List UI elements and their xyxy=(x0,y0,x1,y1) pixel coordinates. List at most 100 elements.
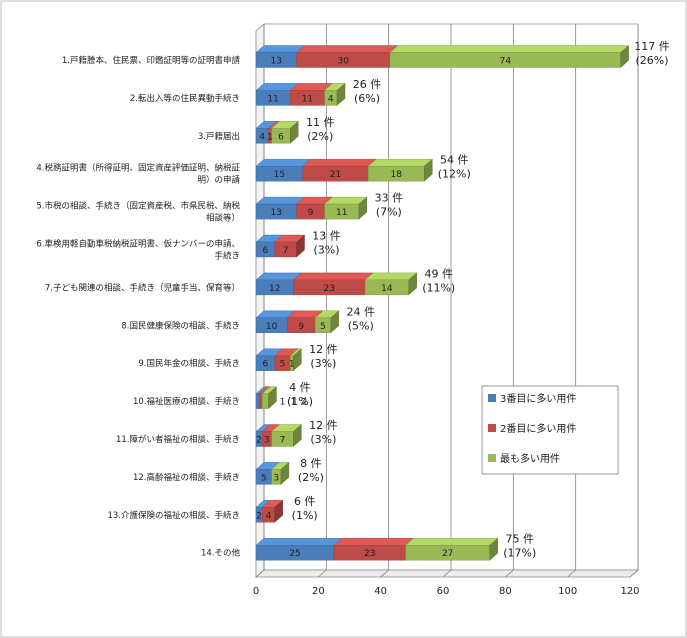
bar-segment xyxy=(405,538,499,561)
total-labels: 117 件(26%)26 件(6%)11 件(2%)54 件(12%)33 件(… xyxy=(287,40,670,560)
total-count: 54 件 xyxy=(440,154,469,167)
bar-segment xyxy=(271,424,302,447)
gridline-floor xyxy=(629,569,639,578)
total-percent: (6%) xyxy=(354,92,380,105)
data-label: 9 xyxy=(308,208,314,218)
bar-top xyxy=(255,196,306,205)
category-label: 9.国民年金の相談、手続き xyxy=(138,358,240,369)
data-label: 13 xyxy=(271,208,282,218)
gridline-floor xyxy=(442,569,452,578)
total-count: 49 件 xyxy=(424,267,453,280)
bar-side xyxy=(274,499,283,523)
category-label: 11.障がい者福祉の相談、手続き xyxy=(116,434,240,445)
total-count: 117 件 xyxy=(634,40,670,53)
bar-side xyxy=(293,348,302,372)
bar-segment xyxy=(292,272,374,296)
total-percent: (2%) xyxy=(298,471,324,484)
bar-side xyxy=(296,234,305,258)
bar-side xyxy=(268,386,277,410)
total-percent: (17%) xyxy=(503,547,536,560)
data-label: 4 xyxy=(259,132,265,142)
data-label: 7 xyxy=(283,246,289,256)
data-label: 1 xyxy=(280,398,286,408)
bar-front xyxy=(255,393,260,409)
category-labels: 1.戸籍謄本、住民票、印鑑証明等の証明書申請 2.転出入等の住民異動手続き 3.戸籍… xyxy=(36,55,240,559)
bar-top xyxy=(333,538,415,546)
category-label: 12.高齢福祉の相談、手続き xyxy=(133,472,240,483)
data-label: 6 xyxy=(262,246,268,256)
bar-segment xyxy=(324,83,346,106)
legend-swatch xyxy=(488,394,496,402)
bar-side xyxy=(280,461,290,485)
total-percent: (12%) xyxy=(438,168,471,181)
data-label: 11 xyxy=(302,94,313,104)
data-label: 9 xyxy=(298,322,304,332)
data-label: 10 xyxy=(266,322,278,332)
bar-side xyxy=(336,82,346,106)
data-label: 11 xyxy=(267,94,278,104)
total-count: 12 件 xyxy=(309,419,338,432)
total-percent: (3%) xyxy=(313,244,339,257)
legend-swatch xyxy=(488,454,496,462)
x-tick-label: 40 xyxy=(374,586,387,597)
legend-label: 2番目に多い用件 xyxy=(500,422,576,435)
data-label: 21 xyxy=(330,170,341,180)
data-label: 11 xyxy=(336,208,347,218)
total-percent: (1%) xyxy=(292,509,318,522)
bar-side xyxy=(293,424,302,447)
data-label: 23 xyxy=(364,549,375,559)
data-label: 14 xyxy=(381,284,393,294)
data-label: 4 xyxy=(266,511,272,521)
gridline-floor xyxy=(505,569,514,578)
data-label: 18 xyxy=(391,170,403,180)
total-percent: (1%) xyxy=(287,395,313,408)
bar-segment xyxy=(255,462,281,485)
data-label: 2 xyxy=(302,398,308,408)
data-label: 74 xyxy=(500,57,512,67)
bar-segment xyxy=(255,45,306,68)
category-label: 相談等） xyxy=(206,213,240,224)
bar-segment xyxy=(255,538,343,561)
total-percent: (3%) xyxy=(310,433,336,446)
bar-segment xyxy=(255,310,296,333)
bar-top xyxy=(389,45,630,53)
bar-top xyxy=(364,272,418,281)
bar-front xyxy=(258,393,263,409)
x-tick-label: 100 xyxy=(558,586,577,597)
data-label: 2 xyxy=(256,436,262,446)
data-label: 7 xyxy=(280,436,286,446)
category-label: 手続き xyxy=(214,251,240,262)
bar-segment xyxy=(255,272,302,296)
left-wall xyxy=(255,23,265,578)
total-percent: (2%) xyxy=(307,130,333,143)
category-label: 3.戸籍届出 xyxy=(198,131,240,142)
bar-segment xyxy=(255,83,299,106)
legend-box xyxy=(481,385,619,475)
data-label: 30 xyxy=(338,57,350,67)
bar-segment xyxy=(255,121,277,144)
total-count: 4 件 xyxy=(289,381,311,394)
data-label: 5 xyxy=(261,473,267,483)
bar-front xyxy=(262,393,269,409)
bar-side xyxy=(620,45,629,68)
bar-side xyxy=(408,272,417,296)
data-label: 13 xyxy=(271,57,282,67)
data-label: 12 xyxy=(269,284,280,294)
x-tick-label: 20 xyxy=(312,586,325,597)
gridline-floor xyxy=(255,569,265,578)
bar-side xyxy=(330,310,339,334)
legend-swatch xyxy=(488,424,496,432)
total-count: 75 件 xyxy=(506,533,535,546)
data-label: 1 xyxy=(267,132,273,142)
gridline-floor xyxy=(318,569,327,578)
category-label: 14.その他 xyxy=(201,548,241,559)
legend-label: 3番目に多い用件 xyxy=(500,392,576,405)
total-percent: (5%) xyxy=(348,319,374,332)
data-label: 6 xyxy=(278,132,284,142)
bar-segment xyxy=(367,158,433,182)
x-axis-ticks: 0 20 40 60 80 100 120 xyxy=(253,586,640,597)
total-count: 13 件 xyxy=(312,230,341,243)
